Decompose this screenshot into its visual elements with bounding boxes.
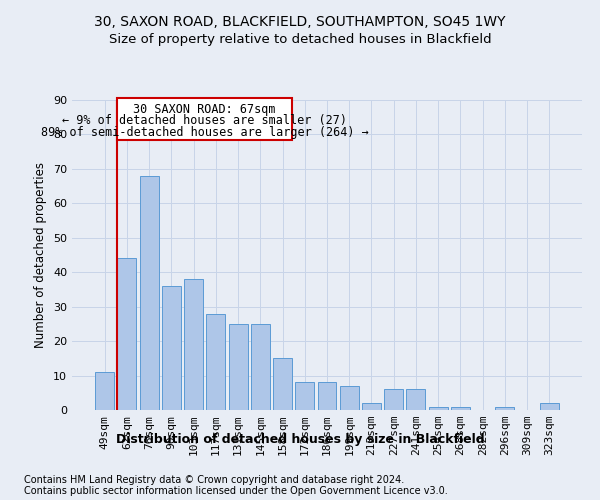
Text: 30, SAXON ROAD, BLACKFIELD, SOUTHAMPTON, SO45 1WY: 30, SAXON ROAD, BLACKFIELD, SOUTHAMPTON,… [94,15,506,29]
Bar [95,372,114,410]
Text: 30 SAXON ROAD: 67sqm: 30 SAXON ROAD: 67sqm [133,103,276,116]
Bar [251,324,270,410]
Text: Size of property relative to detached houses in Blackfield: Size of property relative to detached ho… [109,32,491,46]
Bar [317,382,337,410]
Bar [184,279,203,410]
Bar [295,382,314,410]
Bar [140,176,158,410]
Text: Contains public sector information licensed under the Open Government Licence v3: Contains public sector information licen… [24,486,448,496]
Bar [340,386,359,410]
Bar [162,286,181,410]
Bar [451,406,470,410]
Text: 89% of semi-detached houses are larger (264) →: 89% of semi-detached houses are larger (… [41,126,368,139]
Bar [273,358,292,410]
Bar [496,406,514,410]
Bar [429,406,448,410]
Text: Distribution of detached houses by size in Blackfield: Distribution of detached houses by size … [116,432,484,446]
Bar [118,258,136,410]
Bar [229,324,248,410]
Bar [540,403,559,410]
Bar [406,390,425,410]
Y-axis label: Number of detached properties: Number of detached properties [34,162,47,348]
Text: ← 9% of detached houses are smaller (27): ← 9% of detached houses are smaller (27) [62,114,347,128]
FancyBboxPatch shape [118,98,292,140]
Bar [384,390,403,410]
Text: Contains HM Land Registry data © Crown copyright and database right 2024.: Contains HM Land Registry data © Crown c… [24,475,404,485]
Bar [206,314,225,410]
Bar [362,403,381,410]
